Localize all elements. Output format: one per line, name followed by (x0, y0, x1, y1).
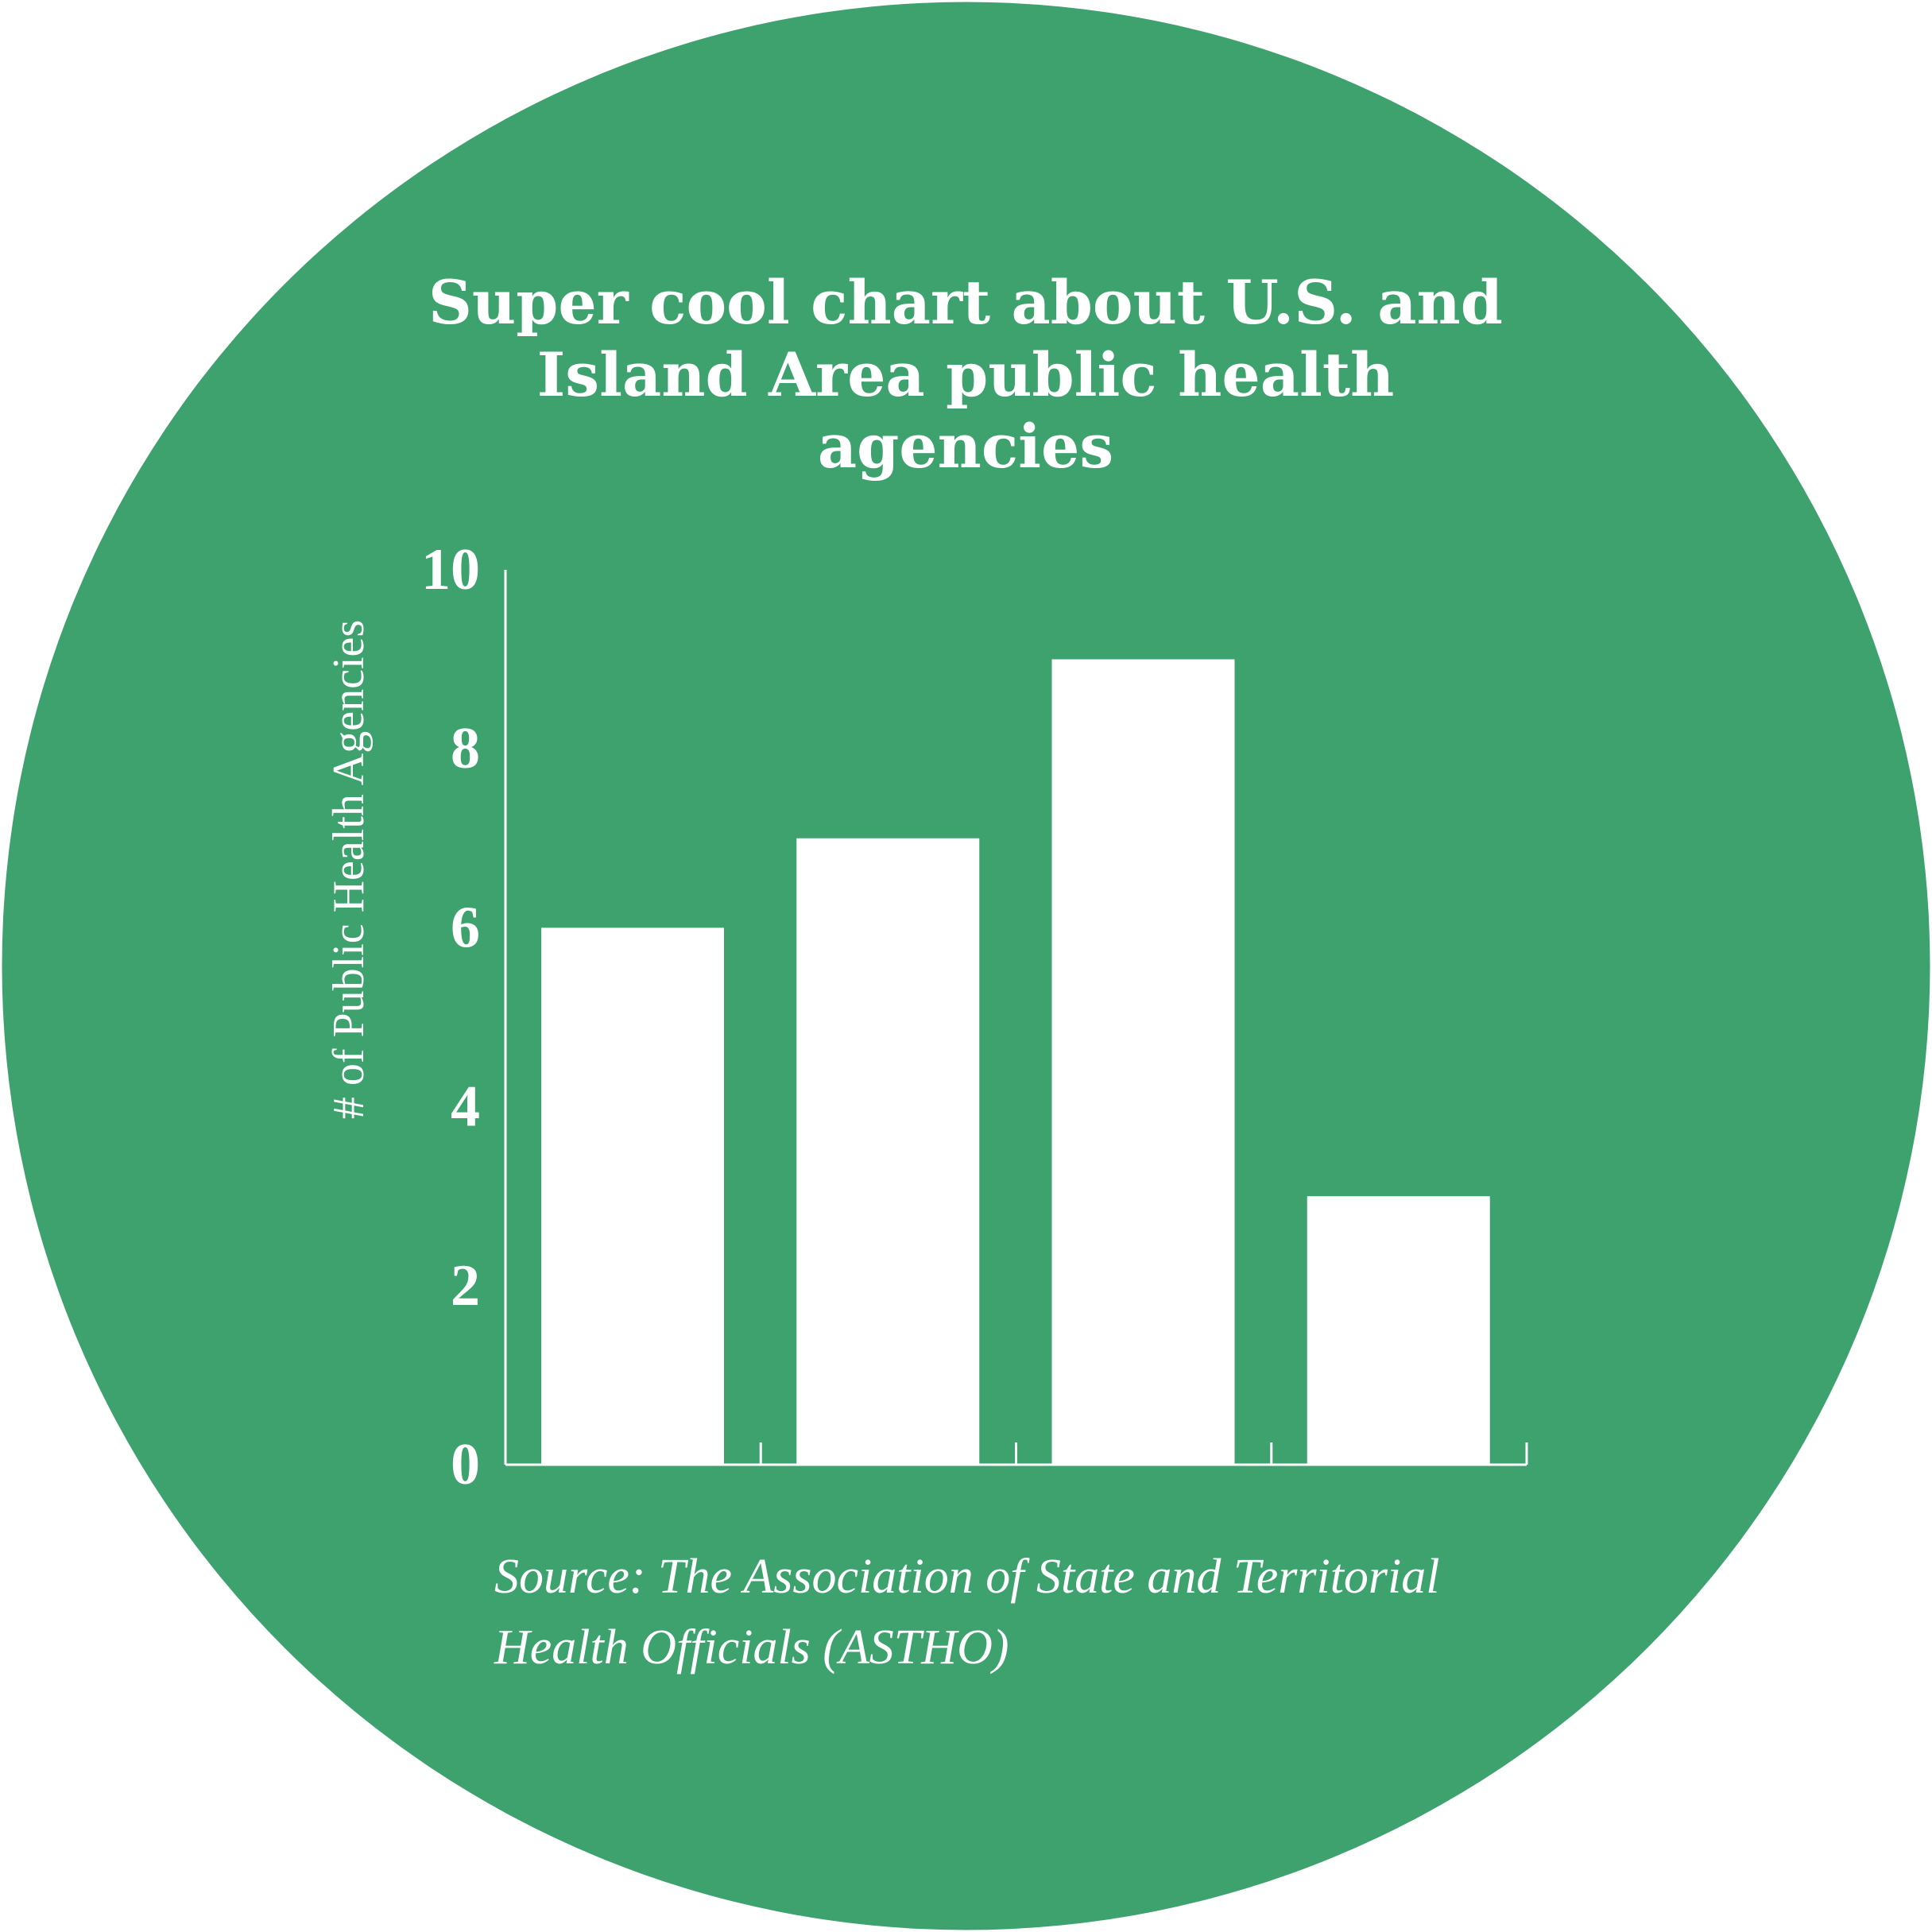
chart-title-line-1: Super cool chart about U.S. and (428, 267, 1503, 338)
source-note-line-1: Source: The Association of State and Ter… (494, 1550, 1440, 1604)
bar-2 (796, 838, 980, 1465)
y-tick-labels: 0 2 4 6 8 10 (421, 537, 480, 1497)
chart-title-line-2: Island Area public health (537, 339, 1394, 410)
y-tick-label-0: 0 (451, 1432, 480, 1497)
bar-3 (1051, 659, 1235, 1465)
source-note-line-2: Health Officials (ASTHO) (494, 1620, 1009, 1675)
y-tick-label-8: 8 (451, 716, 480, 781)
y-tick-label-10: 10 (421, 537, 480, 602)
y-axis-label: # of Public Health Agencies (324, 620, 374, 1119)
y-tick-label-2: 2 (451, 1253, 480, 1318)
bar-4 (1307, 1196, 1490, 1465)
bar-1 (541, 927, 724, 1465)
y-tick-label-6: 6 (451, 895, 480, 960)
bars-group (541, 659, 1490, 1465)
axes-group (504, 570, 1528, 1466)
y-tick-label-4: 4 (451, 1074, 480, 1140)
chart-title-line-3: agencies (818, 411, 1113, 482)
